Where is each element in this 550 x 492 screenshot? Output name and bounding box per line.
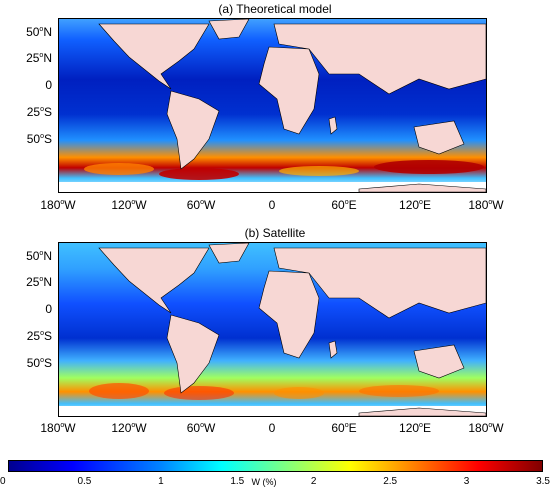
colorbar-tick-label: 3: [463, 476, 470, 487]
panel-a-lon-60e: 60oE: [331, 198, 357, 212]
panel-a-lon-0: 0: [268, 198, 276, 212]
panel-a-land: [98, 19, 486, 192]
panel-b-land: [98, 243, 486, 416]
colorbar-tick-label: 0.5: [77, 476, 92, 487]
colorbar-tick-label: 3.5: [536, 476, 550, 487]
colorbar: [8, 460, 543, 472]
colorbar-tick-label: 2.5: [383, 476, 398, 487]
panel-a-title: (a) Theoretical model: [218, 2, 332, 16]
panel-b-lon-120e: 120oE: [399, 421, 431, 435]
panel-b-title: (b) Satellite: [244, 226, 306, 240]
panel-b-lon-60w: 60oW: [186, 421, 216, 435]
panel-a-map: [58, 18, 487, 193]
panel-a-lon-180w-right: 180oW: [468, 198, 504, 212]
panel-a-lat-25s: 25oS: [26, 105, 52, 119]
panel-b-lon-120w: 120oW: [111, 421, 147, 435]
panel-b-map-svg: [59, 243, 486, 416]
panel-a-lon-120w: 120oW: [111, 198, 147, 212]
panel-b-lat-50s: 50oS: [26, 356, 52, 370]
panel-a-lat-25n: 25oN: [26, 51, 52, 65]
panel-a-lon-180w: 180oW: [40, 198, 76, 212]
panel-a-lon-120e: 120oE: [399, 198, 431, 212]
panel-a-lat-50n: 50oN: [26, 25, 52, 39]
panel-b-lat-25s: 25oS: [26, 329, 52, 343]
panel-b-lat-50n: 50oN: [26, 249, 52, 263]
panel-a-lat-0: 0: [45, 78, 52, 92]
panel-b-lat-0: 0: [45, 302, 52, 316]
panel-b-lon-0: 0: [268, 421, 276, 435]
colorbar-tick-label: 2: [310, 476, 317, 487]
panel-a-map-svg: [59, 19, 486, 192]
panel-b-lat-25n: 25oN: [26, 275, 52, 289]
panel-b-lon-180w-right: 180oW: [468, 421, 504, 435]
panel-a-lat-50s: 50oS: [26, 132, 52, 146]
colorbar-tick-label: 1.5: [230, 476, 245, 487]
colorbar-tick-label: 1: [158, 476, 164, 487]
panel-b-lon-60e: 60oE: [331, 421, 357, 435]
colorbar-tick-label: 0: [0, 476, 6, 487]
panel-b-map: [58, 242, 487, 417]
colorbar-unit-label: W (%): [251, 477, 277, 487]
panel-a-lon-60w: 60oW: [186, 198, 216, 212]
panel-b-lon-180w: 180oW: [40, 421, 76, 435]
